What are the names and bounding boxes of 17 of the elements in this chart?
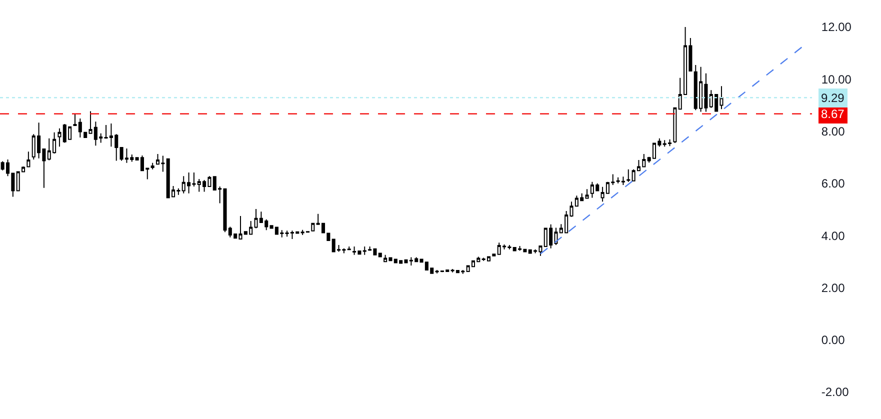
y-tick-label: 0.00 (821, 333, 846, 348)
candlestick (347, 246, 351, 250)
candlestick (150, 162, 154, 170)
y-tick-label: 4.00 (821, 228, 846, 243)
candlestick (58, 128, 62, 148)
candlestick (626, 168, 630, 182)
candlestick (673, 107, 677, 144)
candlestick (585, 188, 589, 199)
y-tick-label: 6.00 (821, 176, 846, 191)
y-tick-label: 12.00 (821, 20, 852, 34)
ref-line-label: 9.29 (821, 91, 845, 105)
y-tick-label: 10.00 (821, 72, 852, 86)
ref-line-label: 8.67 (821, 107, 845, 121)
y-tick-label: 8.00 (821, 124, 846, 138)
y-tick-label: -2.00 (821, 385, 850, 400)
y-tick-label: 2.00 (821, 280, 846, 295)
candlestick (26, 151, 30, 168)
